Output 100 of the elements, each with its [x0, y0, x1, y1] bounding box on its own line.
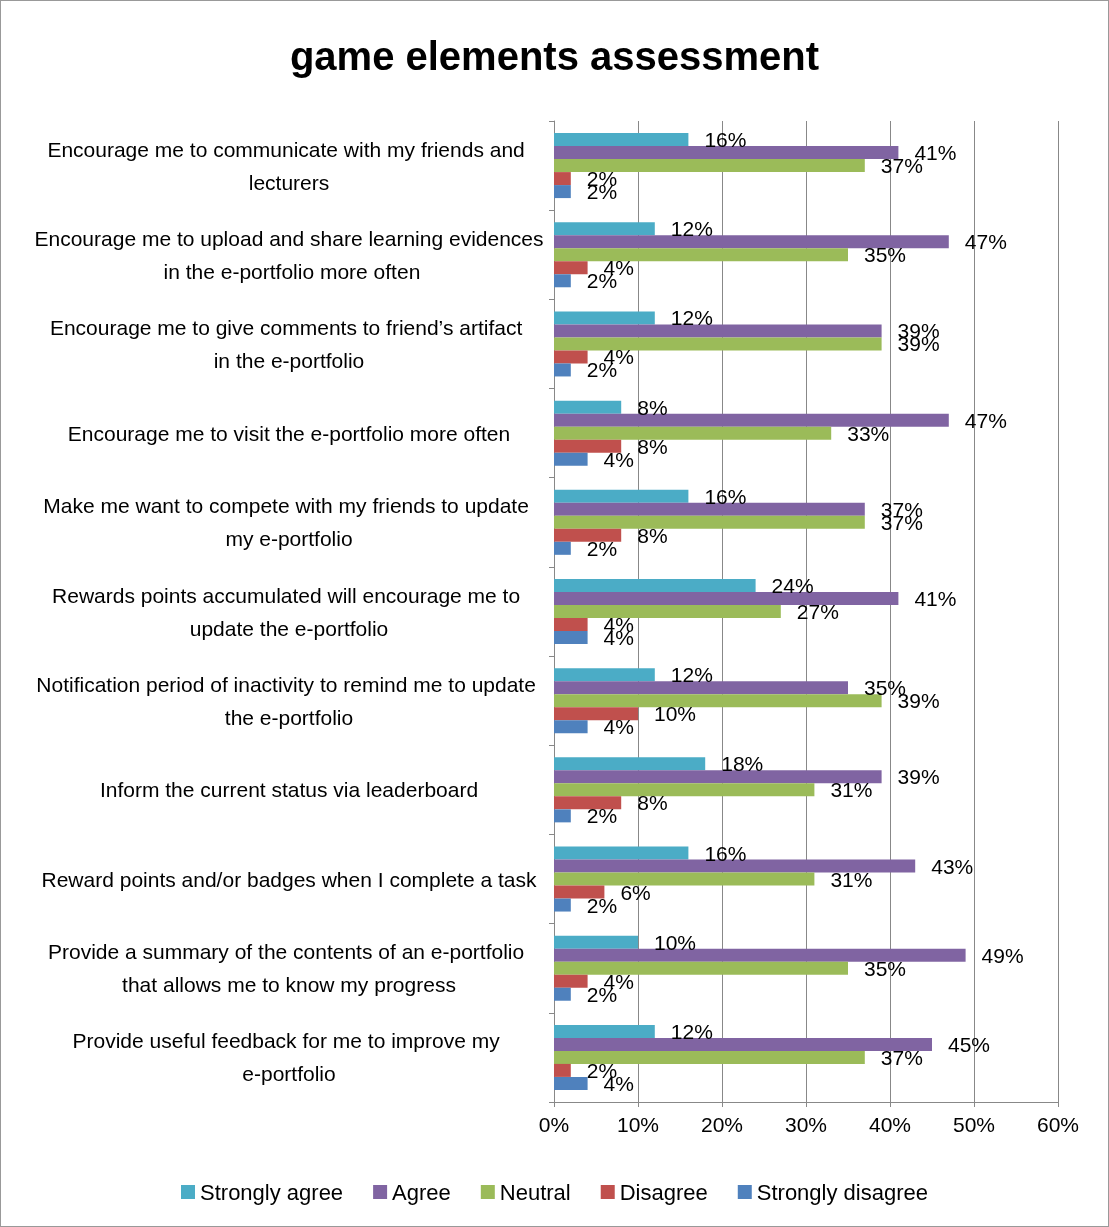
data-label: 12%	[670, 217, 713, 241]
data-label: 43%	[931, 854, 974, 878]
bar	[554, 159, 865, 173]
data-label: 12%	[670, 663, 713, 687]
bar	[554, 1076, 588, 1090]
data-label: 18%	[721, 752, 764, 776]
y-tick-label: Notification period of inactivity to remind me to update the e-portfolio	[36, 672, 542, 729]
data-label: 31%	[830, 778, 873, 802]
bar	[554, 631, 588, 644]
legend-label: Agree	[392, 1179, 451, 1205]
bar	[554, 898, 571, 912]
x-tick-label: 60%	[1036, 1113, 1080, 1136]
bar	[554, 1037, 932, 1051]
x-tick-label: 0%	[538, 1113, 570, 1136]
x-tick-label: 20%	[700, 1113, 744, 1136]
bar	[554, 489, 689, 503]
data-label: 4%	[603, 447, 634, 471]
data-label: 4%	[603, 715, 634, 739]
data-label: 24%	[771, 574, 814, 597]
legend-label: Strongly agree	[200, 1179, 344, 1205]
bar	[554, 987, 571, 1001]
y-tick-label: Provide useful feedback for me to improve my e-portfolio	[72, 1029, 506, 1086]
bar	[554, 579, 756, 592]
bar	[554, 809, 571, 823]
bar	[554, 350, 588, 364]
x-tick-label: 40%	[868, 1113, 912, 1136]
data-label: 35%	[864, 243, 907, 267]
bar	[554, 541, 571, 555]
bar	[554, 248, 848, 262]
bar	[554, 1024, 655, 1038]
x-tick-label: 30%	[784, 1113, 828, 1136]
y-tick-label: Encourage me to upload and share learning evidences in the e-portfolio more often	[34, 226, 544, 283]
data-label: 47%	[964, 230, 1007, 254]
bar	[554, 426, 832, 440]
bar	[554, 605, 781, 618]
data-label: 2%	[586, 536, 618, 560]
legend-label: Strongly disagree	[756, 1179, 928, 1205]
bar	[554, 235, 949, 249]
data-label: 37%	[880, 1045, 923, 1069]
bar	[554, 618, 588, 631]
bar	[554, 681, 848, 695]
bar	[554, 311, 655, 325]
x-tick-label: 50%	[952, 1113, 996, 1136]
data-label: 16%	[704, 484, 747, 508]
data-label: 35%	[864, 956, 907, 980]
bar	[554, 274, 571, 288]
bar	[554, 185, 571, 199]
data-label: 49%	[981, 943, 1024, 967]
bar	[554, 796, 622, 810]
bar	[554, 592, 899, 605]
y-tick-label: Make me want to compete with my friends to update my e-portfolio	[43, 494, 535, 551]
bar	[554, 859, 916, 873]
bar	[554, 770, 882, 784]
bar	[554, 452, 588, 466]
data-label: 41%	[914, 587, 957, 610]
y-tick-label: Encourage me to communicate with my friends and lecturers	[47, 137, 531, 194]
y-tick-label: Reward points and/or badges when I complete a task	[41, 867, 537, 891]
bar	[554, 502, 865, 516]
data-label: 47%	[964, 408, 1007, 432]
y-tick-label: Provide a summary of the contents of an e-portfolio that allows me to know my progress	[47, 940, 531, 997]
bar	[554, 707, 638, 721]
bar	[554, 146, 899, 160]
data-label: 16%	[704, 128, 747, 152]
y-tick-label: Encourage me to visit the e-portfolio more often	[67, 421, 511, 445]
bar	[554, 757, 706, 771]
bar	[554, 528, 622, 542]
y-tick-label: Encourage me to give comments to friend’s artifact in the e-portfolio	[49, 315, 529, 372]
data-label: 8%	[637, 395, 668, 419]
bar	[554, 337, 882, 351]
bar	[554, 948, 966, 962]
bar	[554, 400, 622, 414]
data-label: 10%	[654, 702, 697, 726]
data-label: 33%	[847, 421, 890, 445]
data-label: 2%	[586, 893, 618, 917]
bar	[554, 694, 882, 708]
data-label: 8%	[637, 791, 668, 815]
data-label: 10%	[654, 930, 697, 954]
bar	[554, 935, 638, 949]
bar	[554, 222, 655, 236]
y-tick-label: Inform the current status via leaderboard	[99, 778, 479, 802]
y-tick-label: Rewards points accumulated will encourage me to update the e-portfolio	[52, 583, 526, 640]
data-label: 6%	[620, 880, 651, 904]
bar	[554, 720, 588, 734]
data-label: 27%	[796, 600, 839, 623]
data-label: 2%	[586, 804, 618, 828]
data-label: 39%	[897, 765, 940, 789]
bar	[554, 261, 588, 275]
bar	[554, 885, 605, 899]
data-label: 31%	[830, 867, 873, 891]
legend-label: Disagree	[619, 1179, 708, 1205]
bar	[554, 172, 571, 186]
bar	[554, 668, 655, 682]
data-label: 45%	[948, 1032, 991, 1056]
bar	[554, 413, 949, 427]
bar	[554, 974, 588, 988]
data-label: 8%	[637, 523, 668, 547]
data-label: 12%	[670, 1019, 713, 1043]
data-label: 12%	[670, 306, 713, 330]
bar	[554, 846, 689, 860]
bar	[554, 324, 882, 338]
